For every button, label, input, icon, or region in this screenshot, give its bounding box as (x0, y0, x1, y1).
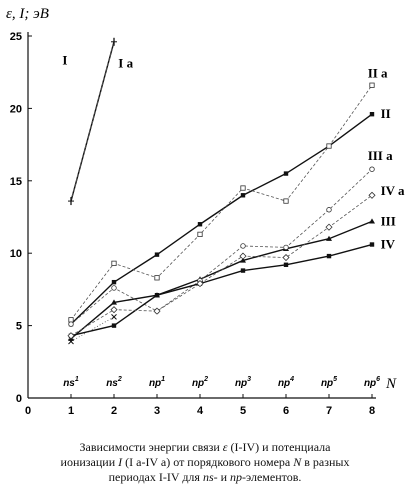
caption-ns: ns (203, 470, 214, 484)
x-tick-label: 6 (283, 405, 289, 417)
series-markers (68, 38, 375, 344)
data-point (284, 171, 288, 175)
y-tick-label: 5 (16, 321, 22, 333)
x-tick-label: 7 (326, 405, 332, 417)
y-axis-title: ε, I; эВ (6, 6, 49, 22)
data-point (326, 224, 332, 230)
data-point (327, 144, 331, 148)
data-point (112, 280, 116, 284)
category-label: np4 (278, 376, 294, 389)
data-point (369, 192, 375, 198)
data-point (327, 254, 331, 258)
data-point (112, 323, 116, 327)
data-point (198, 222, 202, 226)
y-tick-label: 0 (16, 393, 22, 405)
data-point (154, 308, 160, 314)
data-point (155, 293, 159, 297)
data-point (112, 261, 116, 265)
x-tick-label: 8 (369, 405, 375, 417)
x-tick-label: 3 (154, 405, 160, 417)
category-label: np1 (149, 376, 165, 389)
series-label: II (381, 106, 391, 121)
caption-text-2a: ионизации (61, 455, 119, 469)
series-lines (71, 42, 372, 342)
data-point (155, 252, 159, 256)
data-point (283, 255, 289, 261)
series-label: III (381, 213, 396, 228)
y-tick-label: 10 (10, 248, 22, 260)
data-point (370, 83, 374, 87)
series-label: I a (118, 56, 133, 71)
data-point (240, 253, 246, 259)
y-tick-label: 15 (10, 176, 22, 188)
data-point (369, 218, 375, 223)
series-label: III a (368, 148, 393, 163)
data-point (111, 307, 117, 313)
x-tick-label: 2 (111, 405, 117, 417)
series-line-II-a (71, 85, 372, 320)
series-labels: II aII aIIIII aIV aIIIIV (62, 53, 405, 252)
x-tick-label: 1 (68, 405, 74, 417)
data-point (370, 167, 375, 172)
category-label: np5 (321, 376, 337, 389)
data-point (198, 232, 202, 236)
caption-text-1b: (I-IV) и потенциала (228, 440, 331, 454)
figure-caption: Зависимости энергии связи ε (I-IV) и пот… (10, 440, 400, 485)
data-point (284, 199, 288, 203)
data-point (69, 318, 73, 322)
data-point (327, 207, 332, 212)
caption-text-3a: периодах I-IV для (109, 470, 203, 484)
data-point (370, 242, 374, 246)
series-line-III-a (71, 169, 372, 324)
caption-text-3c: -элементов. (242, 470, 301, 484)
caption-text-1a: Зависимости энергии связи (80, 440, 223, 454)
category-label: ns1 (63, 376, 79, 389)
data-point (155, 276, 159, 280)
caption-text-2c: в разных (301, 455, 349, 469)
caption-np: np (230, 470, 242, 484)
category-label: np6 (364, 376, 380, 389)
data-point (112, 286, 117, 291)
series-label: I (62, 53, 67, 68)
category-label: np2 (192, 376, 208, 389)
x-tick-label: 4 (197, 405, 204, 417)
x-tick-label: 0 (25, 405, 31, 417)
axes: 0 5 10 15 20 25 0 1 2 3 4 5 6 7 8 ns1 ns2 np1 np2 np3 np4 np5… (6, 6, 397, 417)
series-label: II a (368, 66, 388, 81)
x-axis-title: N (385, 376, 397, 392)
data-point (241, 268, 245, 272)
x-tick-label: 5 (240, 405, 246, 417)
data-point (241, 193, 245, 197)
series-label: IV (381, 237, 396, 252)
data-point (284, 263, 288, 267)
series-label: IV a (381, 183, 405, 198)
y-tick-label: 20 (10, 103, 22, 115)
data-point (241, 186, 245, 190)
caption-text-3b: - и (214, 470, 230, 484)
caption-text-2b: (I a-IV a) от порядкового номера (122, 455, 293, 469)
data-point (241, 244, 246, 249)
y-tick-label: 25 (10, 31, 22, 43)
category-label: np3 (235, 376, 251, 389)
data-point (69, 322, 74, 327)
data-point (284, 245, 289, 250)
category-label: ns2 (106, 376, 122, 389)
data-point (370, 112, 374, 116)
chart-svg: 0 5 10 15 20 25 0 1 2 3 4 5 6 7 8 ns1 ns2 np1 np2 np3 np4 np5… (0, 0, 408, 440)
